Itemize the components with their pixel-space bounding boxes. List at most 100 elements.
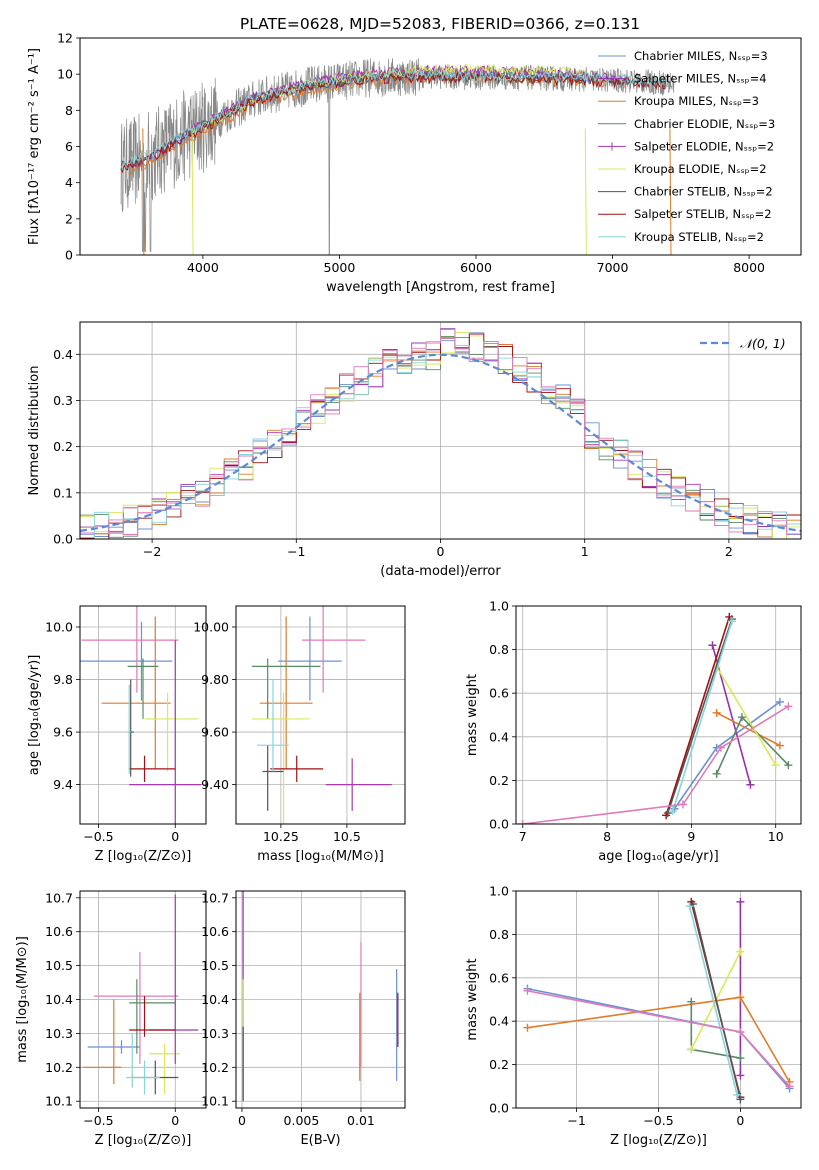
- weight-marker: [708, 641, 717, 650]
- errorbar-kroupa-elodie: [251, 692, 310, 824]
- x-tick-label: −0.5: [643, 1113, 673, 1128]
- x-tick-label: 7: [519, 829, 527, 844]
- errorbar-chabrier-miles: [80, 621, 173, 701]
- weights-salpeter-miles: [708, 641, 755, 789]
- errorbar-chabrier-elodie: [127, 658, 159, 719]
- weight-marker: [733, 1090, 742, 1099]
- y-tick-label: 10.1: [45, 1094, 73, 1109]
- y-tick-label: 10.3: [201, 1026, 229, 1041]
- axes-frame: [515, 890, 802, 1109]
- x-tick-label: 0.005: [284, 1113, 320, 1128]
- axes-frame: [79, 321, 802, 540]
- zweights-pink: [523, 986, 794, 1091]
- model-line-salpeter-stelib: [120, 72, 667, 174]
- y-tick-label: 6: [65, 139, 73, 154]
- normal-curve: [80, 353, 801, 532]
- panel-8: −1 −0.5 0 0.0 0.2 0.4 0.6 0.8 1.0 Z [log₁₀(Z/Z⊙)]…: [465, 884, 802, 1148]
- x-tick-label: −0.5: [83, 829, 113, 844]
- errorbar-chabrier-miles: [278, 616, 342, 701]
- zweights-chabrier-stelib: [688, 900, 745, 1104]
- axes-frame: [79, 890, 207, 1109]
- errorbar-chabrier-elodie: [129, 979, 176, 1054]
- axes-frame: [515, 605, 802, 825]
- legend: 𝒩(0, 1): [700, 336, 786, 351]
- y-tick-label: 4: [65, 175, 73, 190]
- x-tick-label: 5000: [324, 260, 356, 275]
- model-edge: [584, 128, 587, 255]
- y-tick-label: 0.6: [489, 970, 509, 985]
- errorbar-chabrier-elodie: [251, 658, 321, 719]
- axes-frame: [235, 890, 406, 1109]
- plot-area: [83, 894, 199, 1095]
- weight-marker: [775, 741, 784, 750]
- zweights-salpeter-miles: [736, 897, 745, 1080]
- zweights-kroupa-stelib: [685, 902, 742, 1099]
- weight-line: [716, 712, 781, 747]
- weight-marker: [784, 761, 793, 770]
- panel-4: 10.25 10.5 9.40 9.60 9.80 10.00 mass [log₁₀(M/…: [193, 605, 406, 864]
- errorbar-chabrier-stelib: [127, 679, 134, 777]
- model-edge: [669, 128, 672, 255]
- weight-line: [716, 666, 777, 766]
- axes-frame: [79, 37, 802, 256]
- weight-marker: [736, 947, 745, 956]
- errorbar-pink: [302, 606, 366, 693]
- y-tick-label: 10.4: [201, 992, 229, 1007]
- legend-label: Kroupa ELODIE, Nₛₛₚ=2: [634, 162, 767, 176]
- y-tick-label: 0.4: [489, 1014, 509, 1029]
- weight-marker: [736, 993, 745, 1002]
- y-tick-label: 0.6: [489, 686, 509, 701]
- x-tick-label: 0: [736, 1113, 744, 1128]
- y-tick-label: 0.4: [53, 347, 73, 362]
- y-tick-label: 9.40: [201, 777, 229, 792]
- x-tick-label: 0.01: [347, 1113, 375, 1128]
- weight-marker: [727, 617, 736, 626]
- weight-marker: [771, 761, 780, 770]
- panel-2: −2 −1 0 1 2 0.0 0.1 0.2 0.3 0.4 (data-model)/error…: [27, 321, 802, 579]
- y-tick-label: 10.0: [45, 620, 73, 635]
- x-axis-label: wavelength [Angstrom, rest frame]: [326, 280, 555, 295]
- legend-label: Chabrier STELIB, Nₛₛₚ=2: [634, 185, 773, 199]
- legend-label: Salpeter ELODIE, Nₛₛₚ=2: [634, 139, 774, 153]
- y-tick-label: 10.3: [45, 1026, 73, 1041]
- y-tick-label: 10.7: [45, 890, 73, 905]
- errorbar-kroupa-miles: [83, 999, 122, 1085]
- y-tick-label: 0: [65, 248, 73, 263]
- y-tick-label: 0.8: [489, 642, 509, 657]
- legend-label: Chabrier ELODIE, Nₛₛₚ=3: [634, 117, 775, 131]
- x-tick-label: −0.5: [83, 1113, 113, 1128]
- y-tick-label: 1.0: [489, 884, 509, 899]
- weight-marker: [687, 1045, 696, 1054]
- y-tick-label: 9.6: [53, 725, 73, 740]
- x-tick-label: 0: [171, 1113, 179, 1128]
- weight-marker: [523, 986, 532, 995]
- weight-line: [665, 616, 731, 816]
- y-tick-label: 10.6: [45, 924, 73, 939]
- y-axis-label: mass weight: [465, 674, 480, 756]
- x-tick-label: 10.5: [333, 829, 361, 844]
- weight-line: [692, 903, 742, 1100]
- weights-kroupa-miles: [712, 708, 784, 750]
- y-tick-label: 0.3: [53, 393, 73, 408]
- x-axis-label: Z [log₁₀(Z/Z⊙)]: [610, 1133, 707, 1148]
- model-edge: [191, 128, 194, 255]
- y-tick-label: 10.2: [201, 1060, 229, 1075]
- x-tick-label: 9: [687, 829, 695, 844]
- y-tick-label: 9.80: [201, 672, 229, 687]
- y-axis-label: Normed distribution: [27, 366, 42, 496]
- x-axis-label: Z [log₁₀(Z/Z⊙)]: [95, 1133, 192, 1148]
- x-tick-label: −1: [567, 1113, 585, 1128]
- y-tick-label: 0.2: [489, 773, 509, 788]
- y-tick-label: 9.60: [201, 725, 229, 740]
- y-tick-label: 0.8: [489, 927, 509, 942]
- legend-label: Chabrier MILES, Nₛₛₚ=3: [634, 49, 768, 63]
- y-tick-label: 9.8: [53, 672, 73, 687]
- x-axis-label: mass [log₁₀(M/M⊙)]: [257, 849, 384, 864]
- errorbar-kroupa-miles: [101, 616, 171, 769]
- legend-label: Kroupa STELIB, Nₛₛₚ=2: [634, 230, 764, 244]
- x-tick-label: 0: [437, 544, 445, 559]
- weight-marker: [712, 708, 721, 717]
- x-tick-label: 10: [768, 829, 784, 844]
- weight-marker: [668, 806, 677, 815]
- y-tick-label: 1.0: [489, 599, 509, 614]
